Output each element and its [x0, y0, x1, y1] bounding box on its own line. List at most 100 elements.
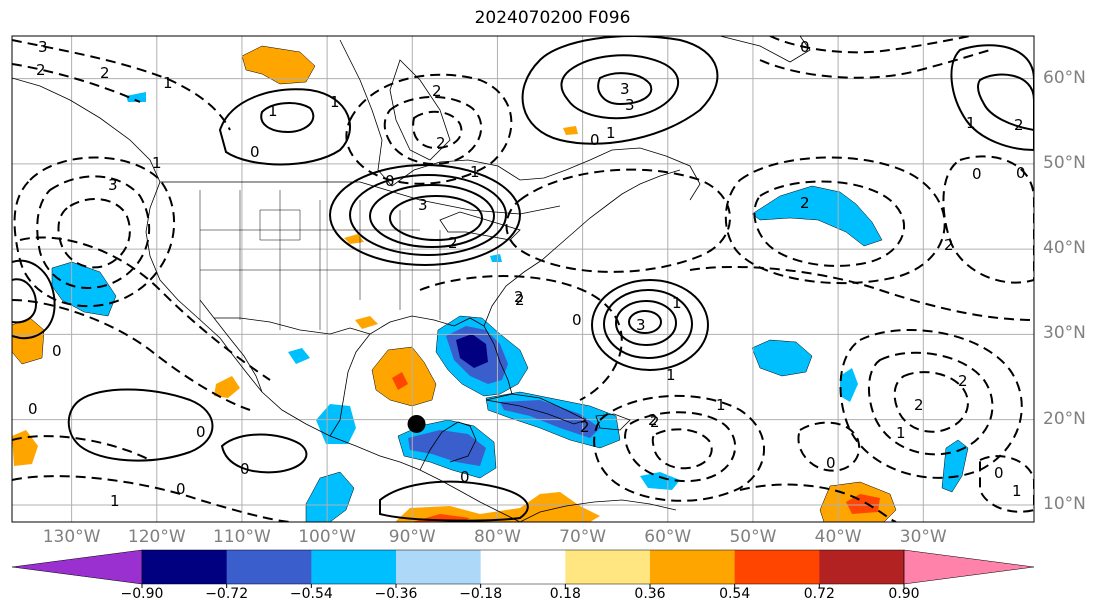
cold-shade-small-canada	[126, 92, 146, 102]
contour-label: 3	[625, 96, 635, 114]
contour-label: 0	[250, 143, 260, 161]
colorbar-segment	[565, 550, 651, 584]
negative-contours	[12, 36, 1034, 522]
contour-label: 1	[268, 102, 278, 120]
cold-shade-east-pacific	[305, 471, 355, 522]
contour-label: 0	[385, 172, 395, 190]
negative-contour-hudson-low	[345, 73, 513, 185]
contour-label: 2	[436, 134, 446, 152]
colorbar-segment	[311, 550, 397, 584]
baja-california	[199, 299, 263, 393]
negative-contour-alaska-2	[12, 63, 141, 103]
contour-label: 3	[108, 176, 118, 194]
contour-label: 3	[38, 38, 48, 56]
negative-contour-northeast-us	[505, 168, 731, 273]
colorbar-segment	[396, 550, 482, 584]
cuba	[485, 393, 588, 425]
negative-contour-hudson-low-2	[383, 96, 483, 165]
map-frame	[11, 35, 1035, 523]
us-mexico-border	[214, 317, 371, 335]
colorbar-segment	[734, 550, 820, 584]
lat-lon-grid	[12, 36, 1034, 522]
contour-label: 2	[100, 64, 110, 82]
cold-shade-mexico-pacific	[288, 348, 310, 364]
negative-contour-lesser-antilles	[739, 483, 897, 522]
contour-label: 2	[1014, 116, 1024, 134]
contour-label: 2	[958, 372, 968, 390]
contour-label: 0	[1016, 164, 1026, 182]
contour-label: 1	[896, 424, 906, 442]
contour-label: 0	[28, 400, 38, 418]
colorbar-tick-label: 0.90	[888, 586, 920, 602]
negative-contour-central-atlantic-3	[893, 371, 969, 433]
warm-shade-pacific-sw	[12, 430, 38, 466]
negative-contour-caribbean-low	[593, 394, 765, 502]
colorbar-tick-label: 0.72	[803, 586, 835, 602]
hot-shade-tropical-atlantic	[846, 494, 880, 514]
positive-contour-atlantic-high-3	[615, 300, 677, 346]
gulf-of-mexico-coast	[329, 315, 513, 437]
positive-contour-pacific-west-2	[12, 278, 38, 324]
contour-label: 2	[648, 411, 658, 429]
deep-shade-southeast-us	[456, 334, 488, 368]
contour-label: 1	[672, 294, 682, 312]
cold-shade-north-atlantic	[751, 185, 883, 247]
positive-contour-gulf-stream-4	[389, 195, 483, 241]
positive-contour-canada-north-3	[597, 72, 653, 106]
positive-contour-atlantic-high-1	[591, 279, 709, 371]
colorbar-tick-label: 0.18	[549, 586, 581, 602]
colorbar-segment	[480, 550, 566, 584]
negative-contour-pacific-1	[13, 156, 176, 308]
latitude-label: 50°N	[1043, 152, 1086, 173]
positive-contour-gulf-stream-1	[329, 164, 521, 266]
colorbar	[11, 549, 1035, 588]
warm-shade-bermuda-west	[355, 316, 378, 329]
positive-contour-gulf-stream-2	[349, 174, 507, 256]
colorbar-tick-label: −0.18	[459, 586, 503, 602]
contour-label: 1	[163, 74, 173, 92]
contour-label: 1	[716, 396, 726, 414]
chart-title: 2024070200 F096	[474, 8, 631, 28]
great-lakes	[439, 211, 521, 241]
negative-contour-caribbean-low-3	[651, 428, 713, 470]
contour-label: 0	[460, 468, 470, 486]
warm-shade-alaska	[241, 45, 316, 85]
hispaniola	[595, 413, 631, 431]
colorbar-tick-label: 0.54	[719, 586, 751, 602]
contour-label: 3	[620, 80, 630, 98]
positive-contour-canada-west-2	[260, 102, 315, 134]
colorbar-segment	[819, 550, 905, 584]
cold-shade-atlantic-mid	[840, 368, 858, 402]
contour-label: 2	[515, 291, 525, 309]
cold-shade-central-atlantic	[751, 339, 813, 377]
warm-shade-pacific-mex	[214, 376, 240, 398]
contour-label: 3	[418, 196, 428, 214]
contour-label: 0	[240, 460, 250, 478]
warm-shade-pacific-west	[12, 317, 45, 365]
positive-contour-atlantic-high-4	[628, 310, 662, 334]
mid-shade-caribbean	[500, 400, 600, 438]
storm-position-marker	[407, 414, 426, 433]
contour-label: 0	[176, 480, 186, 498]
negative-contour-central-atlantic-2	[867, 351, 994, 456]
contour-label: 0	[52, 342, 62, 360]
hot-shade-mexico-gulf	[392, 372, 408, 390]
negative-contour-atlantic-south	[979, 455, 1034, 513]
negative-contour-hudson-low-3	[412, 110, 463, 150]
contour-label: 1	[966, 114, 976, 132]
south-america-north-coast	[519, 499, 677, 522]
longitude-label: 90°W	[388, 527, 436, 547]
shaded-anomaly-layer	[12, 45, 969, 522]
latitude-label: 30°N	[1043, 323, 1086, 344]
contour-label: 2	[448, 234, 458, 252]
negative-contour-pacific-2	[36, 175, 151, 289]
negative-contour-west-us-2	[12, 299, 251, 411]
colorbar-ticks	[141, 584, 905, 588]
positive-contour-greenland-east-2	[976, 73, 1034, 132]
negative-contour-pacific-south	[12, 475, 291, 522]
state-lines	[199, 190, 441, 330]
longitude-label: 50°W	[729, 527, 777, 547]
contour-label: 1	[470, 163, 480, 181]
contour-label: 2	[914, 396, 924, 414]
longitude-label: 120°W	[127, 527, 186, 547]
